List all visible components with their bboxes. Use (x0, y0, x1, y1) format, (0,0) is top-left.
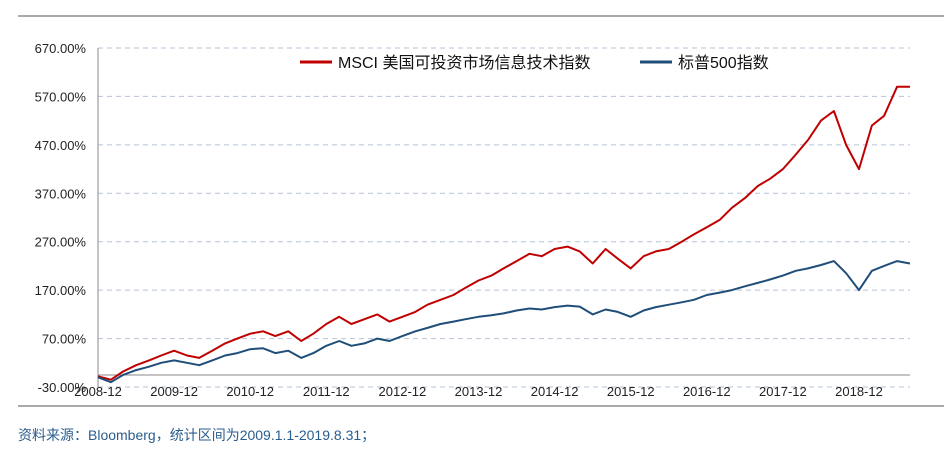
source-note: 资料来源：Bloomberg，统计区间为2009.1.1-2019.8.31； (18, 427, 376, 443)
x-axis: 2008-12 2009-12 2010-12 2011-12 2012-12 2013-… (74, 374, 910, 399)
x-tick-label: 2008-12 (74, 384, 122, 399)
series-line-sp500 (97, 260, 911, 384)
x-tick-label: 2014-12 (531, 384, 579, 399)
y-tick-label: 670.00% (35, 41, 87, 56)
y-tick-label: 370.00% (35, 186, 87, 201)
series-line-msci (97, 85, 910, 381)
y-tick-label: -30.00% (38, 380, 87, 395)
y-tick-label: 70.00% (42, 332, 87, 347)
x-tick-label: 2009-12 (150, 384, 198, 399)
legend-label-msci: MSCI 美国可投资市场信息技术指数 (338, 54, 590, 72)
x-tick-label: 2017-12 (759, 384, 807, 399)
x-tick-label: 2013-12 (455, 384, 503, 399)
legend-label-sp500: 标普500指数 (678, 54, 769, 72)
x-tick-label: 2011-12 (303, 384, 350, 399)
legend: MSCI 美国可投资市场信息技术指数 标普500指数 (300, 54, 769, 72)
y-tick-label: 270.00% (35, 235, 87, 250)
grid (98, 47, 910, 388)
x-tick-label: 2012-12 (379, 384, 427, 399)
y-tick-label: 170.00% (35, 283, 87, 298)
x-tick-label: 2016-12 (683, 384, 731, 399)
x-tick-label: 2010-12 (226, 384, 274, 399)
y-tick-label: 470.00% (35, 138, 87, 153)
x-tick-label: 2018-12 (835, 384, 883, 399)
y-tick-label: 570.00% (35, 89, 87, 104)
y-axis: 670.00% 570.00% 470.00% 370.00% 270.00% 170.0… (35, 41, 99, 395)
x-tick-label: 2015-12 (607, 384, 655, 399)
series-group (97, 85, 911, 384)
